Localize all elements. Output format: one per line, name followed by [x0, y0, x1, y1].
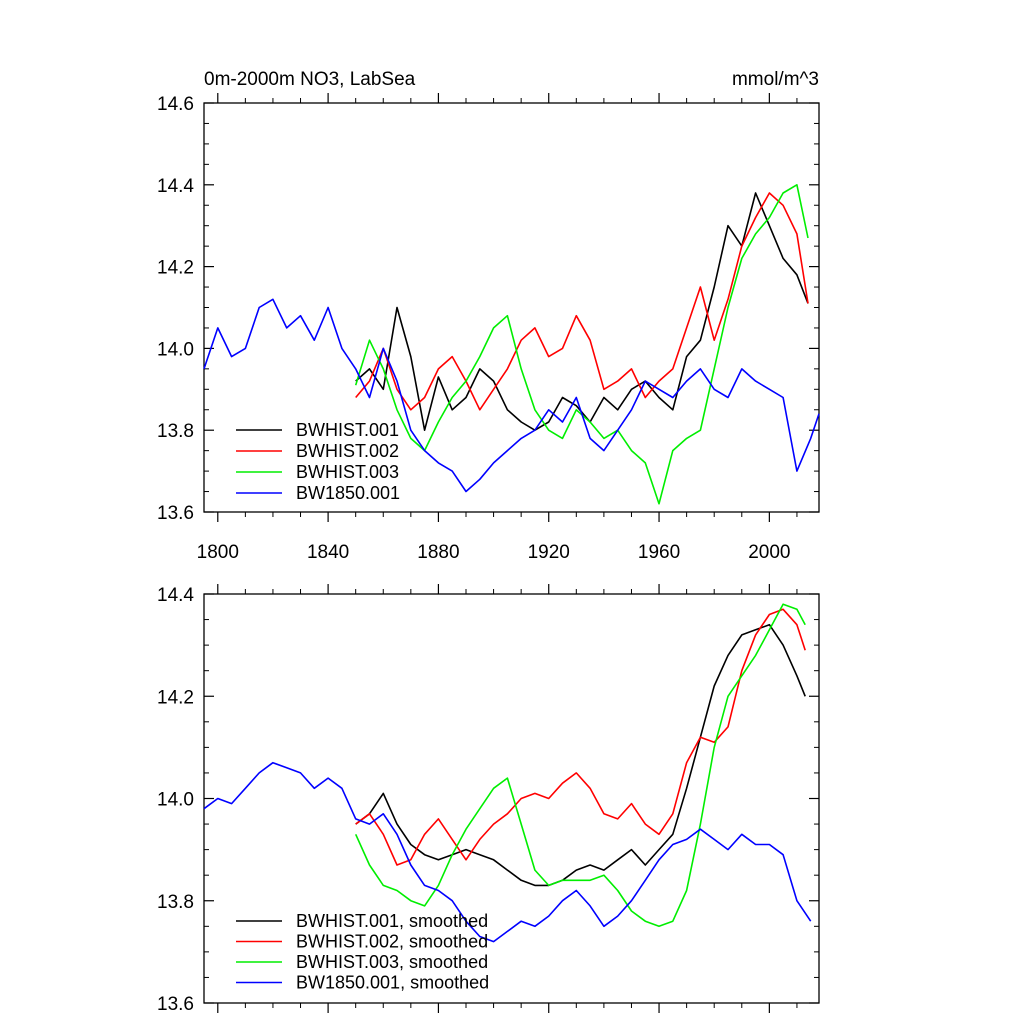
- series-line-1: [355, 623, 806, 887]
- x-tick-label: 1960: [638, 542, 680, 563]
- legend-label: BW1850.001: [296, 483, 400, 503]
- y-tick-label: 13.6: [157, 994, 194, 1015]
- y-tick-label: 14.4: [157, 585, 194, 606]
- legend-label: BWHIST.003, smoothed: [296, 952, 488, 972]
- series-line-2: [355, 192, 809, 411]
- legend-label: BWHIST.002: [296, 441, 399, 461]
- series-line-1: [355, 192, 809, 432]
- series-line-4: [203, 298, 820, 493]
- x-tick-label: 2000: [748, 542, 790, 563]
- series-line-3: [354, 184, 809, 505]
- y-tick-label: 14.2: [157, 258, 194, 279]
- y-tick-label: 14.2: [157, 687, 194, 708]
- x-tick-label: 1840: [307, 542, 349, 563]
- legend-label: BWHIST.001, smoothed: [296, 911, 488, 931]
- legend-label: BWHIST.001: [296, 420, 399, 440]
- x-tick-label: 1800: [197, 542, 239, 563]
- series-line-2: [355, 608, 806, 866]
- y-tick-label: 13.6: [157, 503, 194, 524]
- legend-label: BW1850.001, smoothed: [296, 973, 489, 993]
- y-tick-label: 13.8: [157, 421, 194, 442]
- units-label: mmol/m^3: [732, 69, 819, 90]
- series-line-4: [203, 761, 812, 943]
- y-tick-label: 14.4: [157, 176, 194, 197]
- y-tick-label: 13.8: [157, 892, 194, 913]
- series-line-3: [354, 603, 806, 928]
- x-tick-label: 1880: [417, 542, 459, 563]
- x-tick-label: 1920: [528, 542, 570, 563]
- legend-label: BWHIST.003: [296, 462, 399, 482]
- legend-label: BWHIST.002, smoothed: [296, 932, 488, 952]
- y-tick-label: 14.6: [157, 94, 194, 115]
- chart-title: 0m-2000m NO3, LabSea: [204, 69, 416, 90]
- y-tick-label: 14.0: [157, 790, 194, 811]
- y-tick-label: 14.0: [157, 339, 194, 360]
